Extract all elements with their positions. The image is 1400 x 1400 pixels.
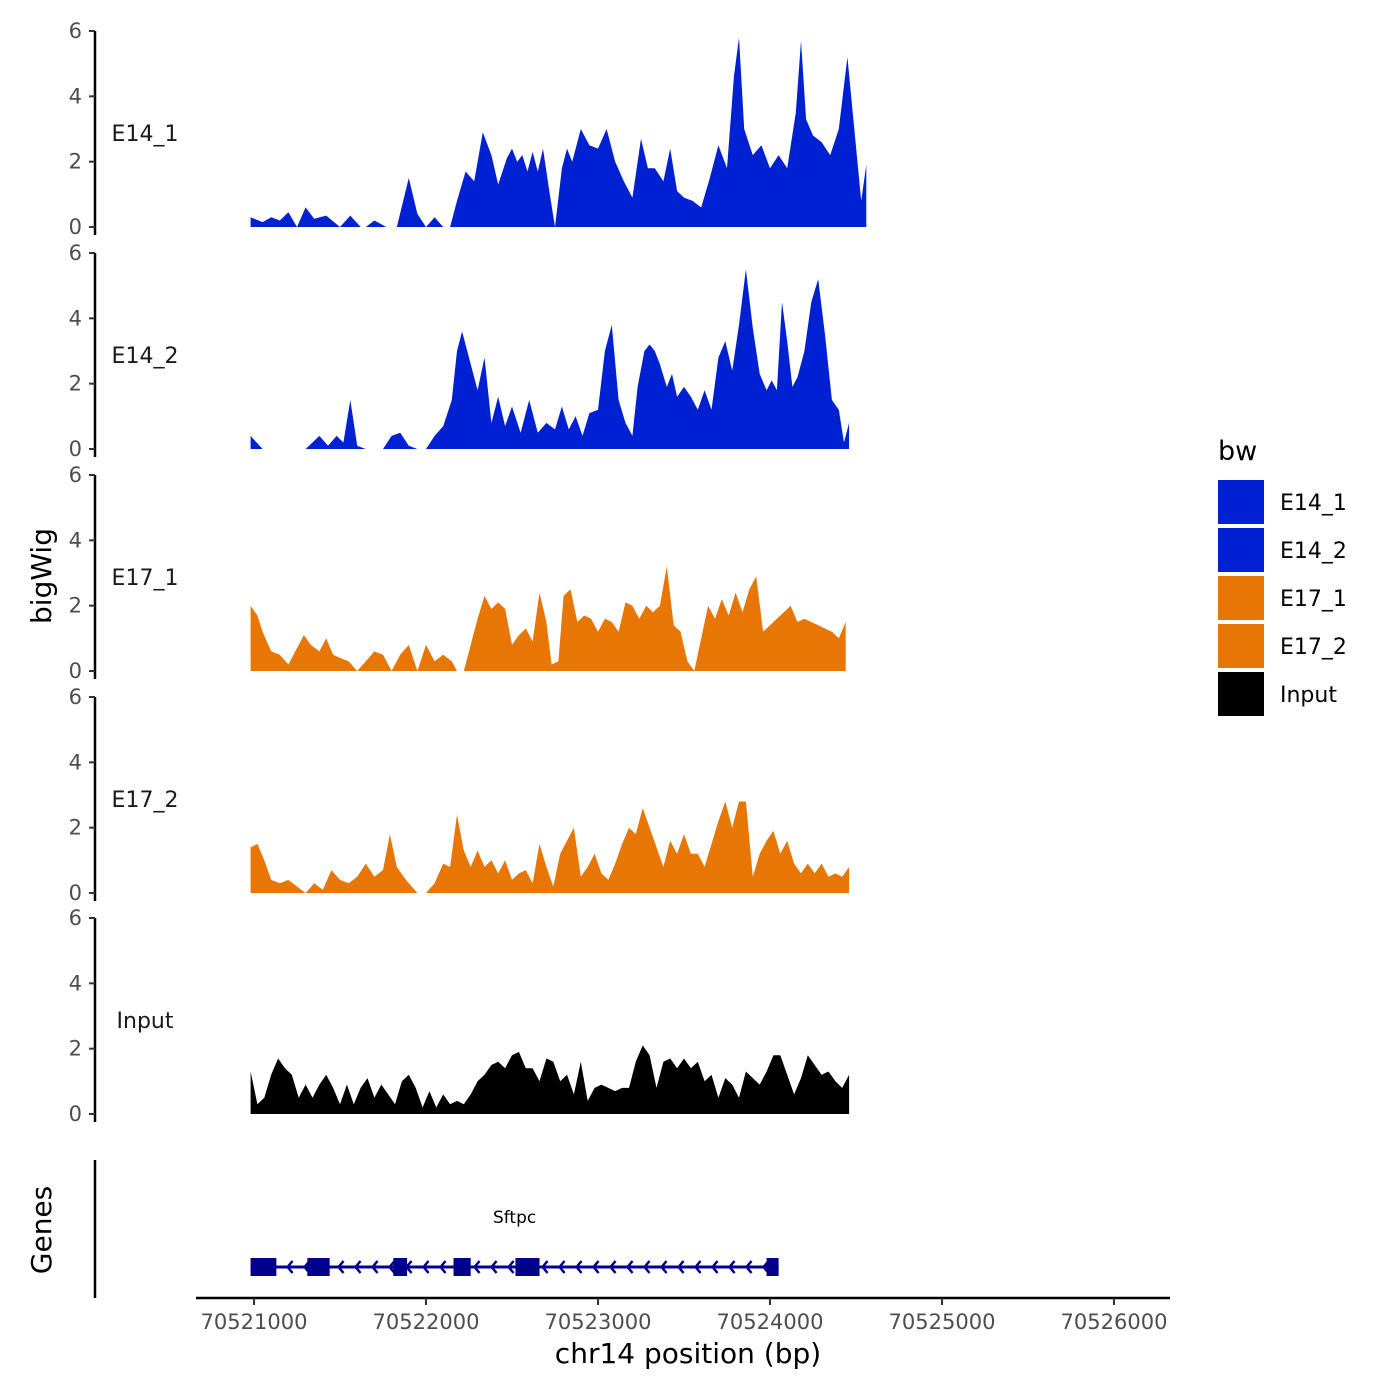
strand-arrow (285, 1260, 294, 1274)
gene-exon (515, 1258, 540, 1276)
track-label: E14_1 (112, 122, 179, 147)
legend-label: E14_2 (1280, 539, 1347, 564)
y-tick-label: 2 (69, 150, 82, 174)
area-e14-1 (250, 37, 867, 227)
gene-name-label: Sftpc (493, 1208, 536, 1228)
track-label: Input (117, 1009, 174, 1034)
strand-arrow (625, 1260, 634, 1274)
y-tick-label: 4 (69, 84, 82, 108)
strand-arrow (421, 1260, 430, 1274)
x-tick-label: 70522000 (373, 1310, 480, 1334)
area-e17-2 (250, 801, 850, 893)
legend-label: E17_2 (1280, 635, 1347, 660)
y-tick-label: 0 (69, 659, 82, 683)
legend-key-e14-2 (1218, 528, 1264, 572)
x-tick-label: 70521000 (201, 1310, 308, 1334)
track-label: E17_2 (112, 788, 179, 813)
strand-arrow (676, 1260, 685, 1274)
area-input (250, 1045, 850, 1114)
y-axis-title: bigWig (25, 528, 58, 624)
gene-track-label: Genes (25, 1186, 58, 1274)
strand-arrow (591, 1260, 600, 1274)
legend-key-input (1218, 672, 1264, 716)
y-tick-label: 6 (69, 241, 82, 265)
strand-arrow (642, 1260, 651, 1274)
legend-title: bw (1218, 436, 1257, 467)
track-e14-1: 0 2 4 6 E14_1 (69, 19, 867, 239)
x-tick-label: 70525000 (889, 1310, 996, 1334)
y-tick-label: 6 (69, 463, 82, 487)
strand-arrow (574, 1260, 583, 1274)
x-axis-title: chr14 position (bp) (555, 1337, 821, 1370)
x-axis: 70521000 70522000 70523000 70524000 70525000… (196, 1296, 1170, 1334)
y-tick-label: 2 (69, 372, 82, 396)
y-tick-label: 4 (69, 306, 82, 330)
y-tick-label: 0 (69, 215, 82, 239)
legend-key-e17-1 (1218, 576, 1264, 620)
y-tick-label: 4 (69, 971, 82, 995)
y-tick-label: 4 (69, 528, 82, 552)
y-tick-label: 4 (69, 750, 82, 774)
strand-arrow (659, 1260, 668, 1274)
track-label: E14_2 (112, 344, 179, 369)
strand-arrow (489, 1260, 498, 1274)
gene-exon (250, 1258, 277, 1276)
track-input: 0 2 4 6 Input (69, 906, 850, 1126)
strand-arrow (557, 1260, 566, 1274)
gene-exon (453, 1258, 471, 1276)
gene-track: Genes Sftpc (25, 1160, 779, 1298)
strand-arrow (370, 1260, 379, 1274)
area-e17-1 (250, 566, 846, 671)
strand-arrow (387, 1260, 396, 1274)
y-tick-label: 2 (69, 594, 82, 618)
legend-label: Input (1280, 683, 1337, 708)
strand-arrow (744, 1260, 753, 1274)
bigwig-tracks: 0 2 4 6 E14_1 0 2 4 6 E14_2 0 2 4 6 E17_1 0 2 4 6 E17_2 0 2 4 6… (69, 19, 867, 1126)
strand-arrow (608, 1260, 617, 1274)
track-e14-2: 0 2 4 6 E14_2 (69, 241, 850, 461)
strand-arrow (727, 1260, 736, 1274)
strand-arrow (336, 1260, 345, 1274)
gene-exon (766, 1258, 779, 1276)
legend-key-e14-1 (1218, 480, 1264, 524)
strand-arrow (472, 1260, 481, 1274)
y-tick-label: 0 (69, 881, 82, 905)
legend-label: E17_1 (1280, 587, 1347, 612)
strand-arrow (693, 1260, 702, 1274)
track-e17-2: 0 2 4 6 E17_2 (69, 685, 850, 905)
track-e17-1: 0 2 4 6 E17_1 (69, 463, 846, 683)
strand-arrow (506, 1260, 515, 1274)
track-label: E17_1 (112, 566, 179, 591)
x-tick-label: 70526000 (1061, 1310, 1168, 1334)
strand-arrow (438, 1260, 447, 1274)
legend-label: E14_1 (1280, 491, 1347, 516)
strand-arrow (540, 1260, 549, 1274)
legend-key-e17-2 (1218, 624, 1264, 668)
y-tick-label: 0 (69, 1102, 82, 1126)
y-tick-label: 6 (69, 906, 82, 930)
strand-arrow (710, 1260, 719, 1274)
gene-exon (393, 1258, 408, 1276)
y-tick-label: 6 (69, 19, 82, 43)
legend: bw E14_1 E14_2 E17_1 E17_2 Input (1218, 436, 1347, 716)
gene-exon (307, 1258, 330, 1276)
y-tick-label: 0 (69, 437, 82, 461)
strand-arrow (353, 1260, 362, 1274)
y-tick-label: 2 (69, 816, 82, 840)
area-e14-2 (250, 269, 850, 449)
x-tick-label: 70523000 (545, 1310, 652, 1334)
y-tick-label: 2 (69, 1037, 82, 1061)
y-tick-label: 6 (69, 685, 82, 709)
x-tick-label: 70524000 (717, 1310, 824, 1334)
